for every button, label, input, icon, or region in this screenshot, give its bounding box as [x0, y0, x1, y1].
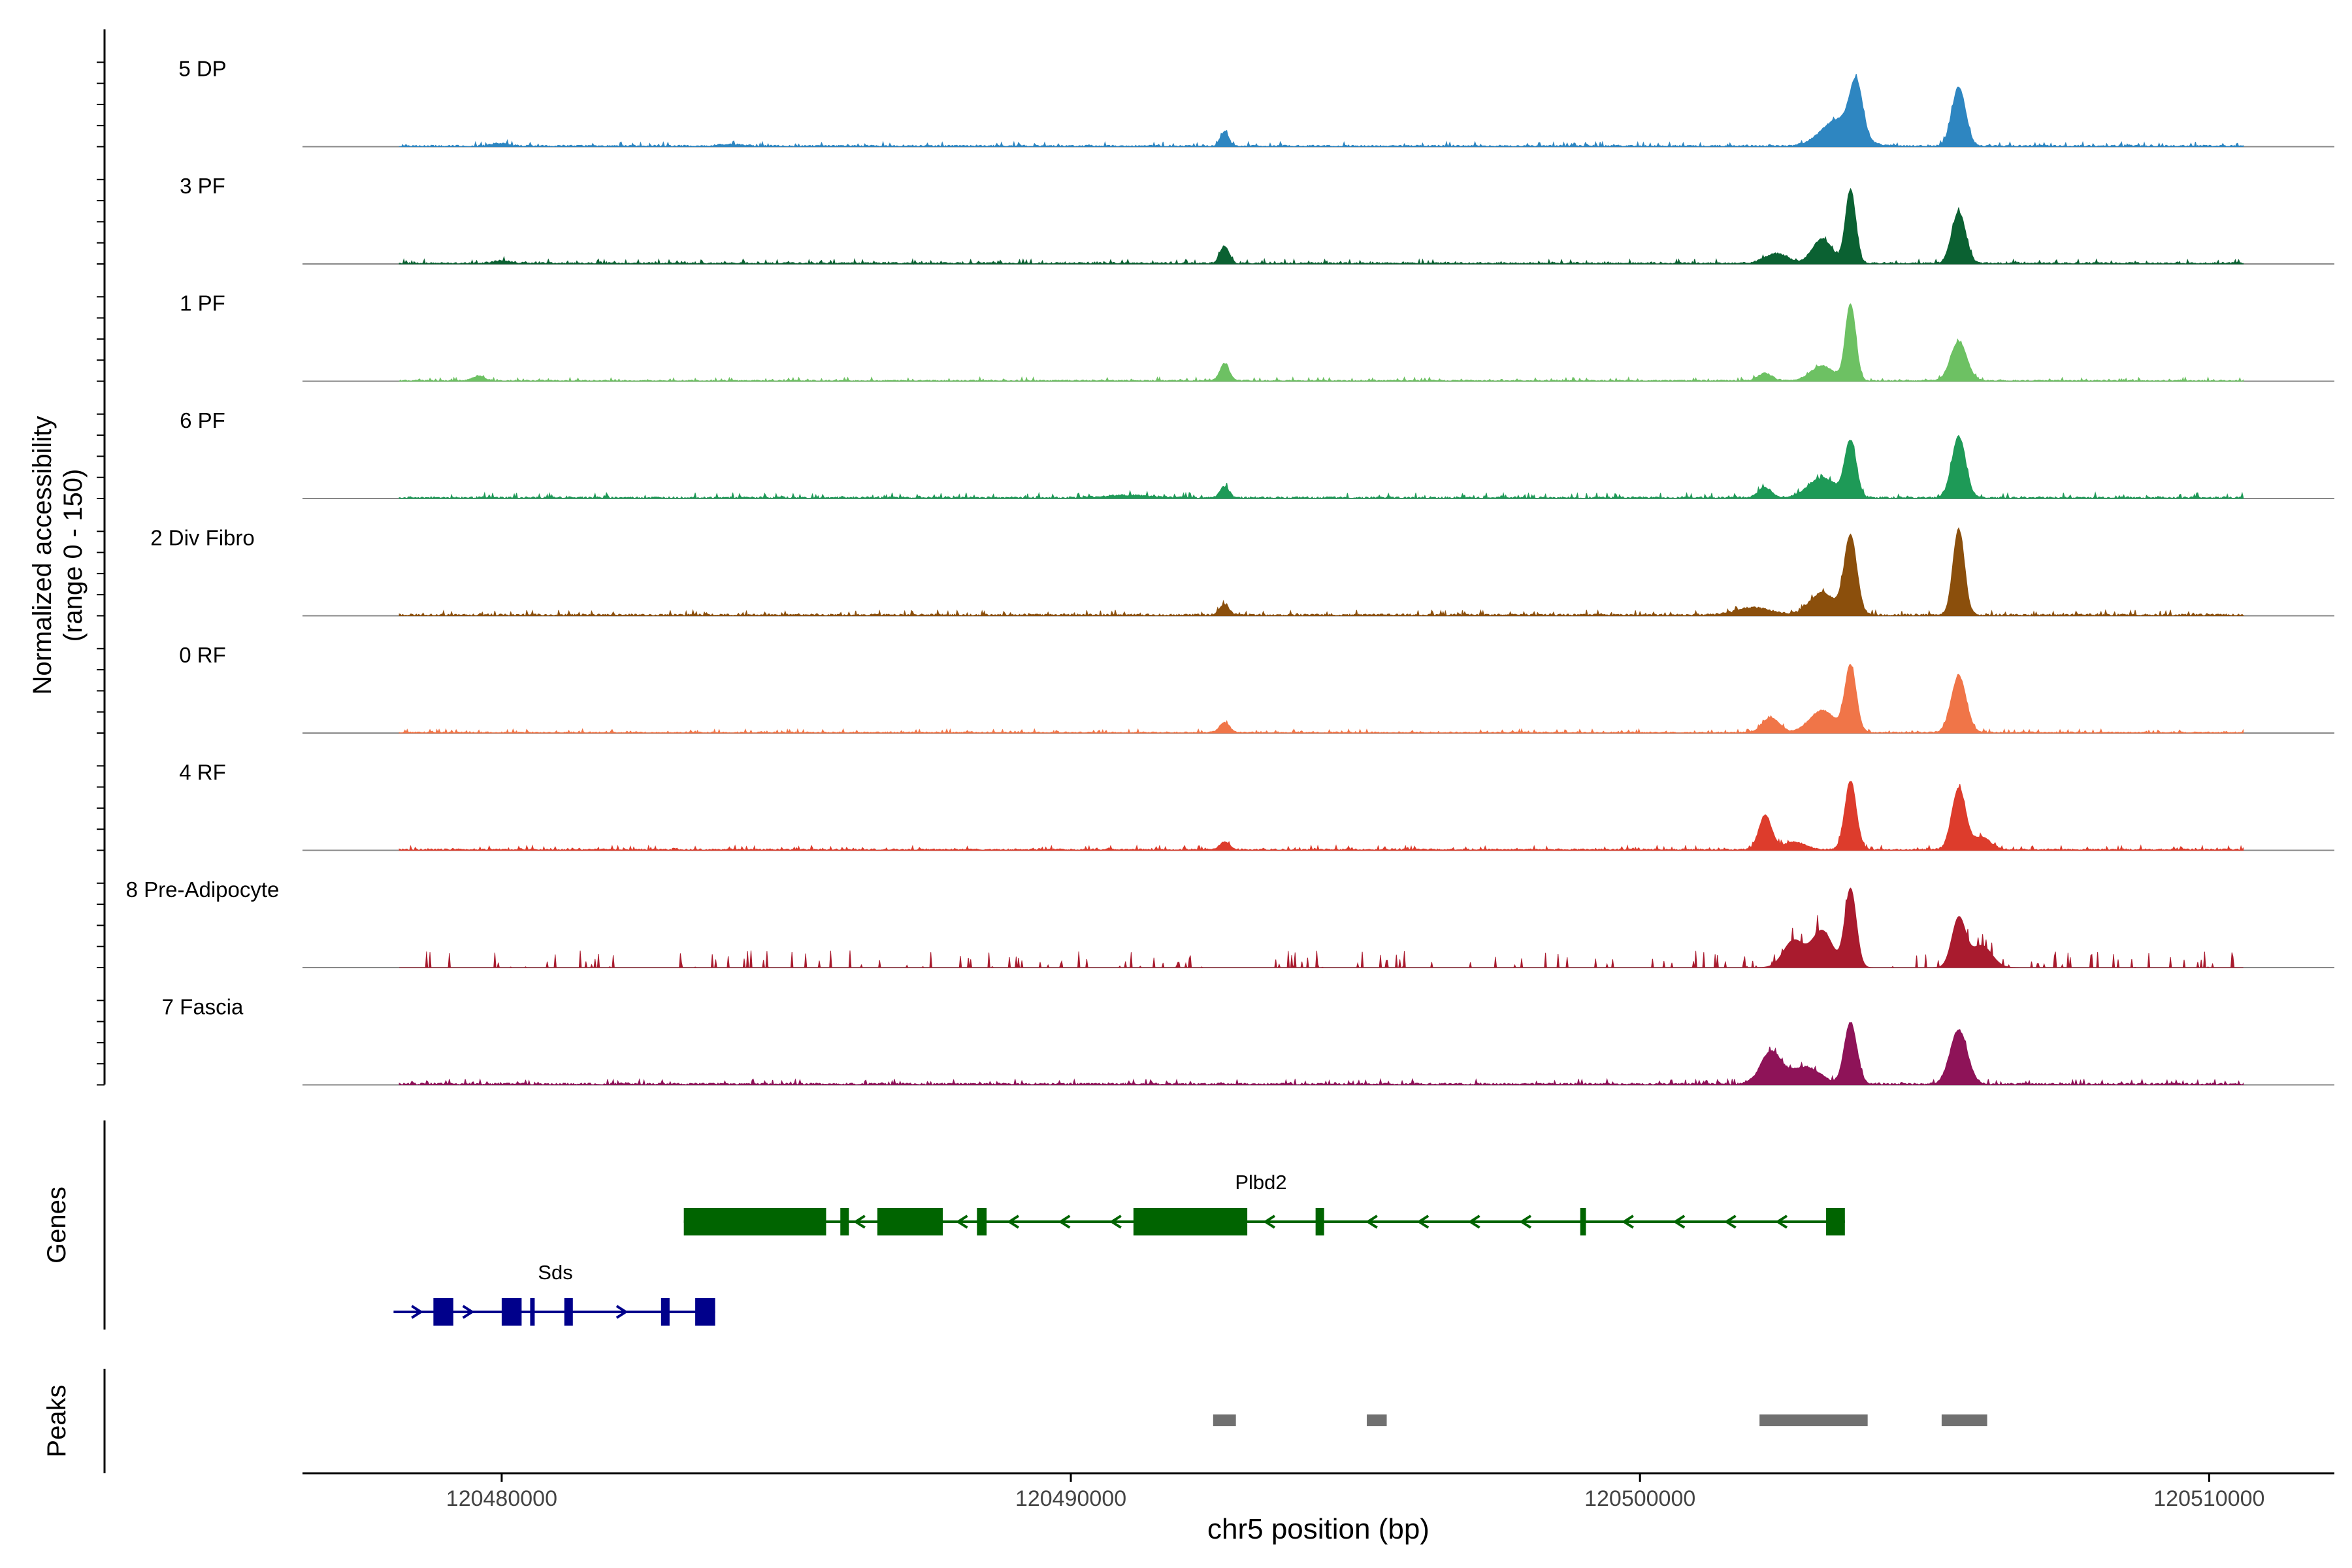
accessibility-axis	[97, 29, 106, 1086]
track-label: 4 RF	[179, 760, 226, 785]
peak-track	[1213, 1414, 1987, 1426]
track-label: 3 PF	[180, 174, 225, 198]
strand-chevron-icon	[1109, 1215, 1122, 1229]
gene-exon	[683, 1208, 826, 1235]
x-tick-label: 120480000	[446, 1486, 557, 1511]
gene-exon	[530, 1298, 535, 1326]
x-tick-label: 120510000	[2153, 1486, 2264, 1511]
coverage-area-3	[399, 434, 2244, 500]
gene-exon	[661, 1298, 670, 1326]
peak-region	[1213, 1414, 1236, 1426]
strand-chevron-icon	[955, 1215, 968, 1229]
coverage-area-0	[399, 74, 2244, 148]
strand-chevron-icon	[1416, 1215, 1429, 1229]
gene-exon	[977, 1208, 987, 1235]
gene-exon	[877, 1208, 943, 1235]
strand-chevron-icon	[1622, 1215, 1634, 1229]
gene-plbd2: Plbd2	[683, 1171, 1845, 1235]
strand-chevron-icon	[1007, 1215, 1020, 1229]
peak-region	[1941, 1414, 1987, 1426]
track-labels: 5 DP 3 PF 1 PF 6 PF 2 Div Fibro 0 RF 4 RF 8 Pre…	[126, 57, 280, 1019]
x-axis-ticks: 120480000 120490000 120500000 120510000	[446, 1473, 2264, 1511]
x-tick-label: 120500000	[1584, 1486, 1695, 1511]
track-label: 7 Fascia	[162, 995, 244, 1019]
gene-exon	[501, 1298, 522, 1326]
coverage-area-7	[399, 887, 2244, 969]
track-label: 5 DP	[178, 57, 226, 81]
gene-exon	[1580, 1208, 1586, 1235]
coverage-tracks	[302, 74, 2334, 1086]
gene-exon	[695, 1298, 715, 1326]
strand-chevron-icon	[615, 1305, 629, 1319]
track-label: 1 PF	[180, 291, 225, 316]
coverage-area-5	[399, 664, 2244, 734]
peak-region	[1367, 1414, 1387, 1426]
gene-sds: Sds	[393, 1261, 715, 1326]
x-axis-title: chr5 position (bp)	[1207, 1513, 1429, 1545]
gene-exon	[840, 1208, 849, 1235]
track-label: 0 RF	[179, 643, 226, 667]
y-axis-label-line1: Normalized accessibility	[28, 416, 57, 695]
coverage-area-1	[399, 188, 2244, 265]
gene-name-label: Plbd2	[1235, 1171, 1286, 1194]
strand-chevron-icon	[853, 1215, 866, 1229]
gene-exon	[433, 1298, 453, 1326]
gene-exon	[1826, 1208, 1845, 1235]
gene-name-label: Sds	[538, 1261, 572, 1284]
peak-region	[1759, 1414, 1868, 1426]
strand-chevron-icon	[1673, 1215, 1686, 1229]
gene-track: Plbd2 Sds	[393, 1171, 1845, 1326]
genes-axis-label: Genes	[42, 1186, 71, 1264]
coverage-area-2	[399, 303, 2244, 382]
track-label: 6 PF	[180, 408, 225, 433]
peaks-axis-label: Peaks	[42, 1384, 71, 1457]
strand-chevron-icon	[1775, 1215, 1788, 1229]
strand-chevron-icon	[1263, 1215, 1276, 1229]
track-label: 8 Pre-Adipocyte	[126, 877, 280, 902]
strand-chevron-icon	[1365, 1215, 1378, 1229]
x-tick-label: 120490000	[1015, 1486, 1126, 1511]
coverage-area-4	[399, 527, 2244, 617]
gene-exon	[1315, 1208, 1324, 1235]
track-label: 2 Div Fibro	[150, 526, 255, 550]
gene-exon	[1133, 1208, 1248, 1235]
y-axis-label-line2: (range 0 - 150)	[59, 469, 88, 642]
strand-chevron-icon	[1723, 1215, 1737, 1229]
strand-chevron-icon	[1519, 1215, 1532, 1229]
gene-exon	[564, 1298, 573, 1326]
strand-chevron-icon	[462, 1305, 475, 1319]
coverage-area-6	[399, 781, 2244, 851]
strand-chevron-icon	[1467, 1215, 1480, 1229]
strand-chevron-icon	[1058, 1215, 1071, 1229]
strand-chevron-icon	[411, 1305, 423, 1319]
coverage-area-8	[399, 1022, 2244, 1086]
